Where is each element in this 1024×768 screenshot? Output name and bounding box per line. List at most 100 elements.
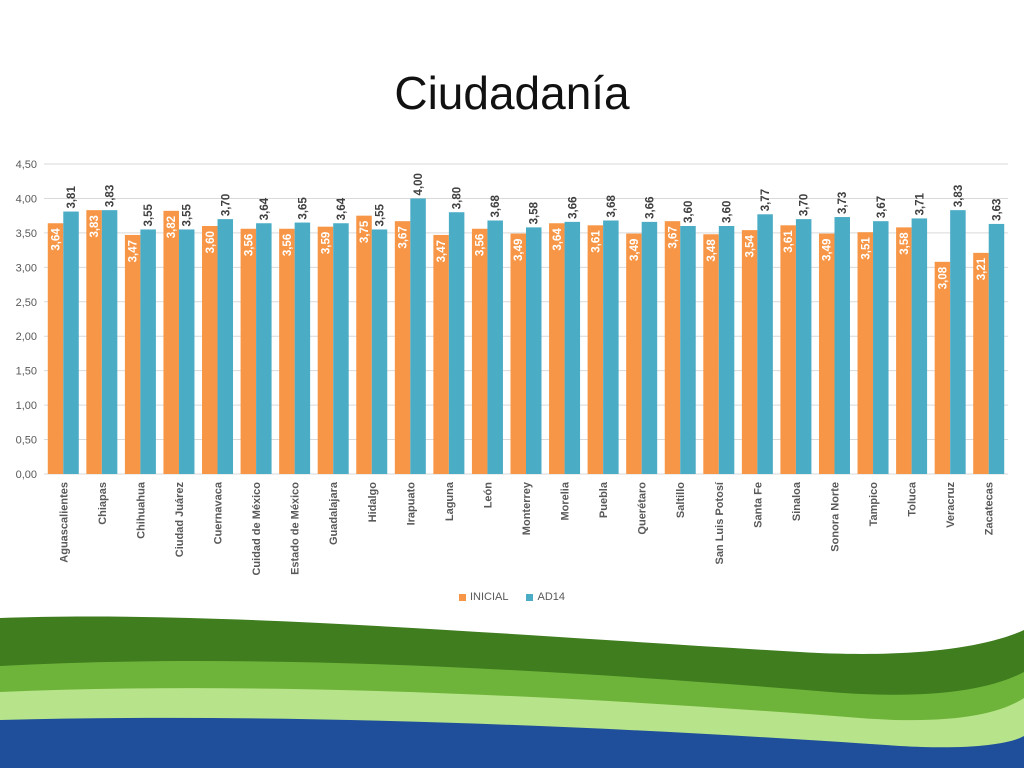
bar-ad14: [371, 229, 388, 474]
x-category-label: Sinaloa: [791, 481, 803, 521]
x-category-label: Laguna: [444, 481, 456, 521]
x-category-label: Tampico: [868, 482, 880, 527]
bar-ad14: [873, 221, 889, 474]
bar-ad14: [718, 226, 735, 474]
data-label-inicial: 3,21: [976, 257, 988, 280]
bar-ad14: [101, 210, 118, 474]
data-label-inicial: 3,54: [745, 235, 757, 258]
bar-inicial: [471, 228, 488, 474]
bar-ad14: [256, 223, 272, 474]
bar-ad14: [140, 229, 156, 474]
data-label-inicial: 3,83: [89, 215, 101, 237]
bar-inicial: [896, 227, 912, 474]
x-category-label: Sonora Norte: [829, 482, 841, 552]
bar-ad14: [950, 210, 966, 474]
data-label-inicial: 3,60: [205, 231, 217, 253]
x-category-label: Cuernavaca: [213, 481, 225, 544]
data-label-inicial: 3,49: [822, 239, 834, 261]
data-label-ad14: 3,83: [953, 185, 965, 207]
y-tick-label: 1,50: [16, 366, 37, 378]
data-label-ad14: 3,58: [529, 201, 541, 224]
bar-inicial: [664, 221, 681, 474]
data-label-inicial: 3,61: [783, 230, 795, 253]
data-label-inicial: 3,59: [320, 232, 332, 254]
data-label-inicial: 3,49: [629, 239, 641, 261]
x-category-label: Veracruz: [945, 482, 957, 528]
legend-swatch-inicial: [458, 593, 466, 601]
x-category-label: Monterrey: [521, 481, 533, 535]
data-label-inicial: 3,67: [667, 226, 679, 248]
data-label-ad14: 3,68: [490, 195, 502, 218]
bar-ad14: [834, 217, 850, 475]
bar-ad14: [333, 223, 349, 474]
data-label-ad14: 4,00: [413, 173, 425, 195]
bar-inicial: [857, 232, 874, 474]
data-label-ad14: 3,55: [143, 203, 155, 226]
y-tick-label: 2,50: [16, 297, 37, 309]
x-category-label: Santa Fe: [752, 482, 764, 528]
bar-ad14: [294, 222, 311, 474]
data-label-ad14: 3,70: [799, 194, 811, 216]
bar-inicial: [510, 233, 526, 474]
bar-ad14: [178, 229, 195, 474]
data-label-inicial: 3,58: [899, 232, 911, 255]
data-label-ad14: 3,71: [914, 192, 926, 215]
bar-chart: 0,00 0,50 1,00 1,50 2,00 2,50 3,00 3,50 4,00 4,50…: [16, 159, 1008, 576]
bar-ad14: [988, 223, 1005, 474]
x-category-label: Chihuahua: [135, 481, 147, 539]
bar-inicial: [394, 221, 411, 474]
x-category-label: Ciudad Juárez: [174, 482, 186, 558]
bar-inicial: [279, 228, 295, 474]
data-label-ad14: 3,67: [876, 196, 888, 218]
data-label-ad14: 3,80: [452, 187, 464, 209]
data-label-inicial: 3,48: [706, 239, 718, 262]
bar-inicial: [47, 223, 64, 474]
data-label-inicial: 3,75: [359, 220, 371, 243]
x-category-label: Hidalgo: [367, 482, 379, 523]
bar-inicial: [549, 223, 565, 474]
bar-inicial: [202, 226, 218, 474]
legend-label-ad14: AD14: [537, 591, 566, 603]
x-category-label: Chiapas: [97, 482, 109, 525]
x-category-label: Morelia: [560, 481, 572, 520]
data-label-ad14: 3,66: [567, 196, 579, 218]
data-label-inicial: 3,08: [937, 266, 949, 289]
bar-ad14: [217, 219, 234, 474]
legend-item-inicial: INICIAL: [458, 591, 508, 603]
data-label-ad14: 3,73: [837, 192, 849, 214]
y-tick-label: 0,00: [16, 469, 37, 481]
bar-ad14: [911, 218, 928, 474]
bar-ad14: [680, 226, 696, 474]
data-label-ad14: 3,60: [722, 201, 734, 223]
bar-inicial: [626, 233, 642, 474]
data-label-inicial: 3,51: [860, 237, 872, 260]
bar-inicial: [818, 233, 835, 474]
bar-ad14: [410, 198, 426, 474]
x-category-label: Cuidad de México: [251, 482, 263, 576]
y-tick-label: 4,50: [16, 159, 37, 171]
data-label-inicial: 3,47: [436, 240, 448, 262]
y-tick-label: 4,00: [16, 193, 37, 205]
bar-inicial: [780, 225, 796, 474]
y-tick-label: 0,50: [16, 435, 37, 447]
data-label-inicial: 3,47: [128, 240, 140, 262]
bar-ad14: [795, 219, 812, 474]
bar-inicial: [124, 234, 141, 474]
data-label-inicial: 3,56: [282, 234, 294, 256]
x-category-label: Saltillo: [675, 482, 687, 518]
x-category-label: Guadalajara: [328, 481, 340, 545]
data-label-ad14: 3,63: [991, 199, 1003, 221]
bar-inicial: [433, 234, 449, 474]
bar-ad14: [487, 220, 503, 474]
data-label-inicial: 3,67: [398, 226, 410, 248]
data-label-inicial: 3,82: [166, 216, 178, 238]
data-label-ad14: 3,77: [760, 189, 772, 211]
data-label-ad14: 3,66: [644, 196, 656, 218]
x-category-label: León: [482, 482, 494, 509]
bar-inicial: [934, 261, 951, 474]
bar-ad14: [564, 221, 581, 474]
data-label-inicial: 3,56: [475, 234, 487, 256]
data-label-ad14: 3,64: [336, 197, 348, 220]
legend-swatch-ad14: [526, 593, 534, 601]
data-label-ad14: 3,68: [606, 195, 618, 218]
